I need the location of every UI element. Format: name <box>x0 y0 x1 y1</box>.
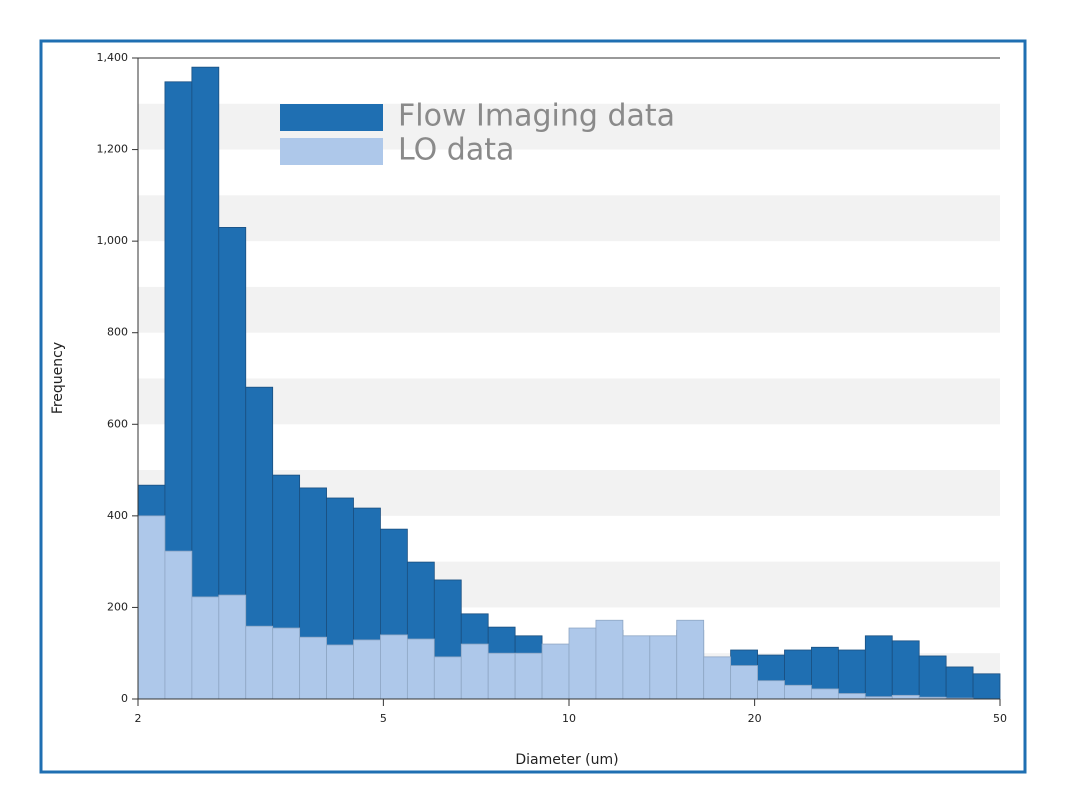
bar <box>380 634 408 700</box>
bar <box>191 66 220 700</box>
background-band <box>138 286 1000 333</box>
bar <box>595 619 624 700</box>
x-axis-label: Diameter (um) <box>515 752 618 768</box>
bar <box>191 596 220 700</box>
bar <box>837 693 866 700</box>
background-band <box>138 195 1000 242</box>
bar <box>541 643 570 700</box>
legend-label: LO data <box>398 133 514 168</box>
bar <box>918 655 947 700</box>
y-tick-label: 800 <box>107 326 128 339</box>
y-axis-label: Frequency <box>50 342 66 414</box>
x-tick-label: 10 <box>562 712 576 725</box>
bar <box>460 643 489 700</box>
bar <box>837 649 866 700</box>
y-tick-label: 400 <box>107 509 128 522</box>
bar <box>245 625 274 700</box>
bar <box>730 665 758 700</box>
bar <box>433 656 462 700</box>
x-tick-label: 5 <box>380 712 387 725</box>
legend-label: Flow Imaging data <box>398 99 675 134</box>
bar <box>891 694 920 700</box>
x-tick-label: 2 <box>135 712 142 725</box>
x-tick-label: 20 <box>748 712 762 725</box>
bar <box>299 636 327 700</box>
bar <box>406 638 435 700</box>
bar <box>784 684 812 700</box>
bar <box>622 635 651 700</box>
x-tick-label: 50 <box>993 712 1007 725</box>
bar <box>703 656 732 700</box>
y-tick-label: 200 <box>107 600 128 613</box>
bar <box>487 652 516 700</box>
bar <box>811 688 839 700</box>
bar <box>891 640 920 700</box>
legend-swatch <box>280 138 383 165</box>
bar <box>649 635 678 700</box>
bar <box>326 644 354 700</box>
bar <box>272 627 301 700</box>
bar <box>164 550 193 700</box>
bar <box>568 627 597 700</box>
bar <box>137 515 166 700</box>
bar <box>514 652 543 700</box>
bar <box>676 619 705 700</box>
bar <box>864 635 893 700</box>
legend-swatch <box>280 104 383 131</box>
bar <box>945 666 974 700</box>
bar <box>972 673 1001 700</box>
bar <box>757 680 785 700</box>
y-tick-label: 600 <box>107 417 128 430</box>
bar <box>353 639 381 700</box>
y-tick-label: 1,000 <box>97 234 129 247</box>
y-tick-label: 1,200 <box>97 143 129 156</box>
background-band <box>138 378 1000 425</box>
y-tick-label: 0 <box>121 692 128 705</box>
bar <box>218 594 247 700</box>
y-tick-label: 1,400 <box>97 51 129 64</box>
